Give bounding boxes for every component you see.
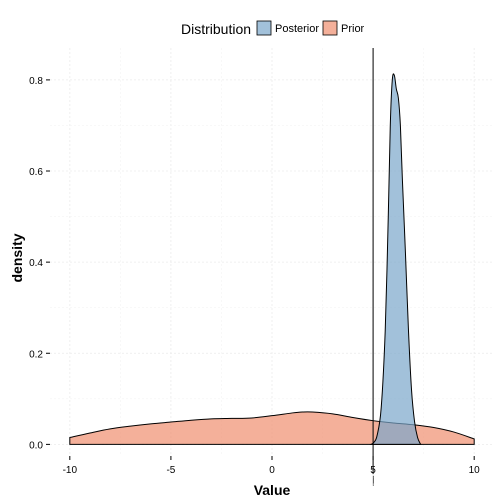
y-tick-label-3: 0.6	[29, 167, 43, 178]
legend-title: Distribution	[181, 21, 251, 37]
legend-label-prior: Prior	[341, 23, 365, 35]
legend-label-posterior: Posterior	[275, 23, 319, 35]
x-axis: -10 -5 0 5 10	[63, 456, 481, 476]
y-axis-title: density	[9, 233, 25, 282]
legend: Distribution Posterior Prior	[181, 20, 365, 37]
y-tick-label-2: 0.4	[29, 258, 43, 269]
y-tick-label-0: 0.0	[29, 440, 43, 451]
x-tick-label-4: 10	[469, 465, 481, 476]
y-tick-label-4: 0.8	[29, 76, 43, 87]
x-tick-label-0: -10	[63, 465, 78, 476]
x-axis-title: Value	[254, 482, 291, 498]
legend-swatch-prior	[322, 20, 338, 36]
x-tick-label-2: 0	[269, 465, 275, 476]
y-tick-label-1: 0.2	[29, 349, 43, 360]
watermark: 掘金技术社区 @ 布客飞龙	[295, 472, 468, 490]
posterior-density-area	[369, 73, 422, 445]
grid	[50, 48, 494, 456]
legend-swatch-posterior	[256, 20, 272, 36]
x-tick-label-3: 5	[370, 465, 376, 476]
x-tick-label-1: -5	[166, 465, 175, 476]
y-axis: 0.0 0.2 0.4 0.6 0.8	[29, 76, 50, 451]
